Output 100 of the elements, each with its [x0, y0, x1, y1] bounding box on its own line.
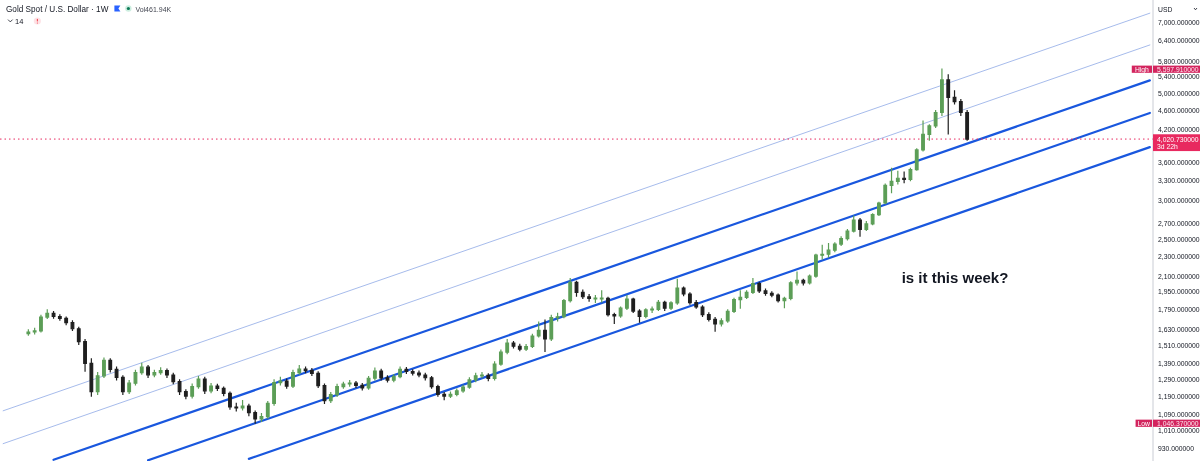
candlestick — [423, 372, 428, 381]
candlestick — [618, 306, 623, 318]
candlestick — [429, 376, 434, 389]
candlestick — [864, 220, 869, 231]
candlestick — [448, 391, 453, 399]
candlestick — [335, 383, 339, 398]
candlestick — [914, 148, 919, 171]
annotation: is it this week? — [901, 269, 1009, 286]
candlestick — [965, 110, 970, 141]
candlestick — [940, 68, 944, 116]
candlestick — [39, 314, 43, 333]
candlestick — [473, 372, 478, 383]
candlestick — [587, 293, 592, 302]
candlestick — [517, 343, 522, 352]
candlestick — [675, 278, 680, 305]
candlestick — [391, 373, 396, 383]
candlestick — [171, 372, 176, 385]
candlestick — [291, 369, 295, 388]
candlestick — [70, 320, 75, 331]
candlestick — [398, 366, 403, 379]
candlestick — [83, 339, 87, 372]
candlestick — [89, 358, 94, 397]
candlestick — [750, 278, 755, 295]
candlestick — [57, 314, 62, 321]
candlestick — [272, 379, 276, 406]
candlestick — [511, 341, 516, 349]
candlestick — [832, 242, 837, 253]
candlestick — [851, 215, 856, 233]
candlestick — [631, 297, 636, 313]
candlestick — [807, 274, 812, 285]
candlestick — [190, 383, 195, 399]
candlestick — [354, 380, 358, 388]
candlestick — [309, 368, 314, 377]
candlestick — [152, 369, 157, 378]
candlestick — [461, 384, 466, 393]
candlestick — [505, 339, 510, 355]
candlestick — [524, 344, 529, 351]
candlestick — [662, 300, 667, 312]
candlestick — [877, 201, 881, 217]
candlestick — [114, 366, 119, 381]
candlestick — [650, 306, 655, 313]
candlestick — [895, 170, 900, 185]
candlestick — [549, 314, 554, 341]
candlestick — [706, 312, 711, 322]
candlestick — [177, 379, 182, 395]
candlestick — [385, 375, 390, 383]
candlestick — [606, 296, 610, 317]
candlestick — [958, 98, 963, 116]
candlestick — [234, 402, 239, 412]
candlestick — [788, 281, 793, 301]
candlestick — [845, 228, 850, 241]
candlestick — [769, 291, 774, 298]
candlestick — [839, 236, 844, 246]
candlestick — [108, 358, 113, 373]
candlestick — [435, 384, 440, 397]
candlestick — [946, 74, 951, 135]
candlestick — [215, 383, 220, 392]
candlestick — [410, 369, 415, 376]
candlestick — [372, 367, 377, 381]
candlestick — [820, 244, 825, 260]
candlestick — [120, 375, 125, 395]
candlestick — [51, 311, 56, 319]
candlestick — [303, 366, 308, 374]
candlestick — [757, 281, 762, 293]
candlestick — [555, 312, 560, 322]
candlestick — [379, 368, 384, 381]
candlestick — [763, 288, 768, 296]
candlestick — [95, 372, 100, 395]
candlestick — [133, 369, 138, 386]
candlestick — [347, 380, 352, 387]
candlestick — [246, 403, 251, 417]
candlestick — [297, 364, 302, 375]
candlestick — [933, 110, 938, 128]
candlestick — [442, 391, 447, 401]
candlestick — [870, 213, 875, 226]
candlestick — [732, 297, 736, 313]
candlestick — [183, 389, 188, 400]
candlestick — [265, 400, 270, 419]
candlestick — [486, 373, 491, 382]
candlestick — [858, 217, 862, 237]
candlestick — [795, 271, 799, 286]
candlestick — [284, 378, 289, 389]
candlestick — [498, 349, 503, 366]
candlestick — [76, 326, 81, 346]
candlestick — [316, 371, 321, 388]
candlestick — [883, 183, 888, 205]
candlestick — [417, 370, 421, 378]
candlestick — [45, 309, 50, 319]
candlestick — [127, 380, 132, 395]
candlestick — [328, 391, 333, 403]
candlestick — [209, 383, 213, 394]
candlestick — [624, 295, 629, 310]
candlestick — [158, 367, 163, 375]
candlestick — [228, 391, 232, 410]
candlestick — [146, 364, 150, 379]
candlestick — [814, 253, 818, 278]
candlestick — [240, 399, 245, 411]
candlestick — [221, 386, 226, 397]
candlestick — [32, 327, 37, 335]
candlestick — [64, 316, 69, 326]
